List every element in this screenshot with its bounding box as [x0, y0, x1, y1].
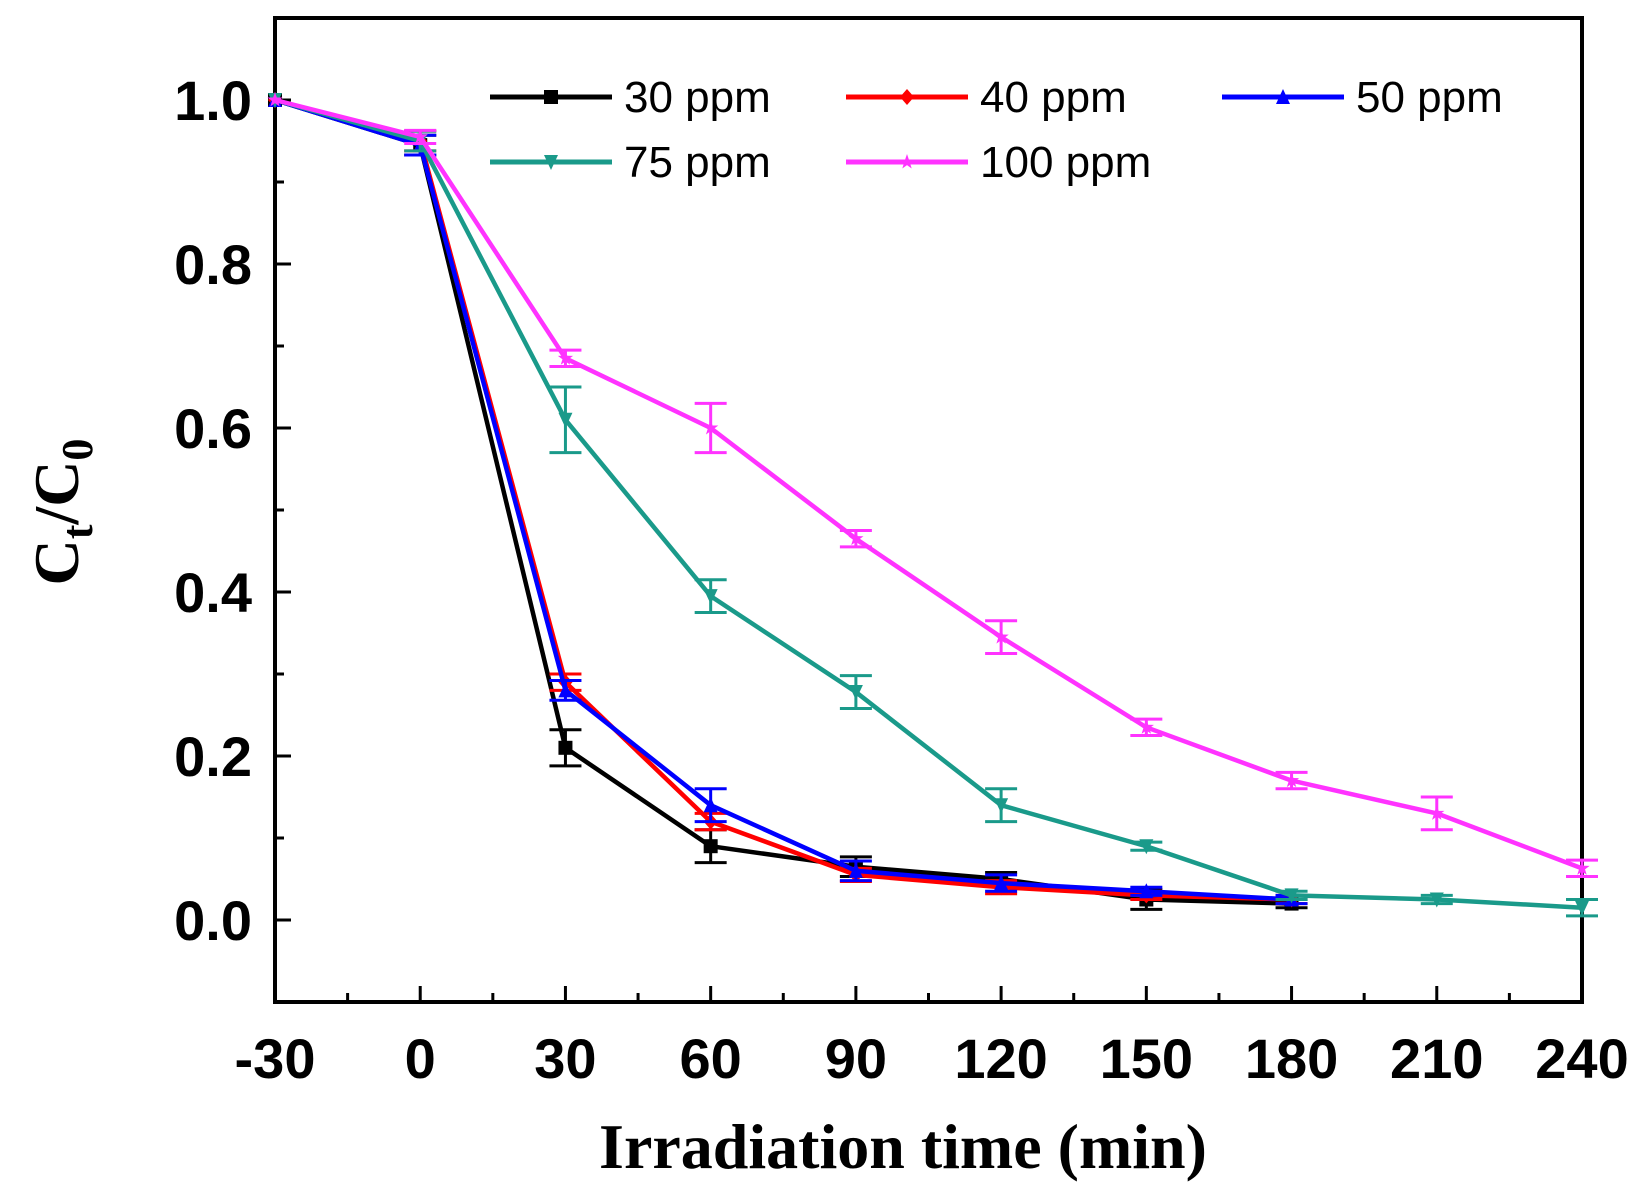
data-point: [558, 682, 573, 698]
series-line-75-ppm: [274, 97, 1583, 910]
legend-marker: [544, 90, 558, 104]
legend-label: 50 ppm: [1356, 73, 1503, 122]
y-axis-title-sub1: t: [53, 524, 102, 539]
x-axis-title: Irradiation time (min): [599, 1111, 1207, 1182]
x-tick-label: 180: [1245, 1027, 1338, 1090]
x-tick-label: 150: [1100, 1027, 1193, 1090]
series-75-ppm: [268, 93, 1598, 918]
y-tick-label: 0.8: [174, 233, 252, 296]
series-line-40-ppm: [274, 97, 1292, 902]
legend-item-50-ppm: 50 ppm: [1222, 73, 1503, 122]
series-line-30-ppm: [274, 97, 1292, 906]
data-point: [703, 420, 719, 435]
legend-item-30-ppm: 30 ppm: [490, 73, 771, 122]
x-tick-label: 30: [534, 1027, 596, 1090]
y-tick-label: 1.0: [174, 69, 252, 132]
data-point: [848, 530, 864, 546]
data-point: [558, 412, 573, 428]
data-point: [993, 629, 1009, 644]
y-tick-labels: 0.0 0.2 0.4 0.6 0.8 1.0: [174, 69, 252, 952]
legend-item-75-ppm: 75 ppm: [490, 138, 771, 187]
x-tick-label: 0: [405, 1027, 436, 1090]
series-30-ppm: [268, 93, 1308, 911]
data-point: [848, 862, 863, 878]
data-point: [1574, 860, 1590, 875]
y-tick-label: 0.2: [174, 725, 252, 788]
data-point: [848, 685, 863, 701]
legend-marker: [900, 89, 914, 105]
data-point: [703, 839, 718, 854]
data-point: [412, 128, 428, 144]
series-layer: [267, 92, 1598, 918]
series-40-ppm: [268, 92, 1308, 908]
data-point: [558, 740, 573, 755]
x-tick-label: 60: [680, 1027, 742, 1090]
x-tick-label: 210: [1390, 1027, 1483, 1090]
x-tick-label: 90: [825, 1027, 887, 1090]
data-point: [1139, 883, 1154, 899]
series-line-50-ppm: [274, 97, 1292, 902]
y-tick-label: 0.6: [174, 397, 252, 460]
data-point: [1139, 839, 1154, 855]
data-point: [703, 589, 718, 605]
data-point: [267, 92, 283, 107]
data-point: [1284, 888, 1299, 904]
x-tick-label: 120: [954, 1027, 1047, 1090]
y-tick-label: 0.0: [174, 889, 252, 952]
data-point: [994, 875, 1009, 891]
y-tick-label: 0.4: [174, 561, 252, 624]
plot-frame: [273, 16, 1584, 1004]
data-point: [994, 798, 1009, 814]
data-point: [1575, 900, 1589, 916]
data-point: [1429, 892, 1444, 908]
legend-label: 30 ppm: [624, 73, 771, 122]
x-tick-labels: -30 0 30 60 90 120 150 180 210 240: [235, 1027, 1629, 1090]
data-point: [1283, 772, 1300, 788]
x-tick-label: -30: [235, 1027, 316, 1090]
legend-item-100-ppm: 100 ppm: [846, 138, 1151, 187]
series-line-100-ppm: [274, 97, 1583, 871]
legend-marker: [1276, 89, 1290, 104]
legend-label: 100 ppm: [980, 138, 1151, 187]
data-point: [557, 350, 574, 365]
series-50-ppm: [268, 92, 1308, 907]
legend-label: 75 ppm: [624, 138, 771, 187]
y-axis-title: Ct/C0: [21, 439, 102, 586]
legend-marker: [899, 154, 915, 169]
series-100-ppm: [267, 92, 1598, 879]
legend-marker: [544, 155, 558, 170]
legend-label: 40 ppm: [980, 73, 1127, 122]
axis-ticks: [273, 16, 1584, 1004]
data-point: [1138, 719, 1154, 734]
legend-item-40-ppm: 40 ppm: [846, 73, 1127, 122]
y-axis-title-slash: /C: [21, 461, 92, 526]
y-axis-title-sub2: 0: [53, 439, 102, 461]
data-point: [703, 797, 718, 813]
y-axis-title-main: C: [21, 539, 92, 585]
data-point: [1429, 805, 1445, 820]
x-tick-label: 240: [1535, 1027, 1628, 1090]
legend: 30 ppm 40 ppm 50 ppm 75 ppm 100 ppm: [490, 73, 1503, 187]
